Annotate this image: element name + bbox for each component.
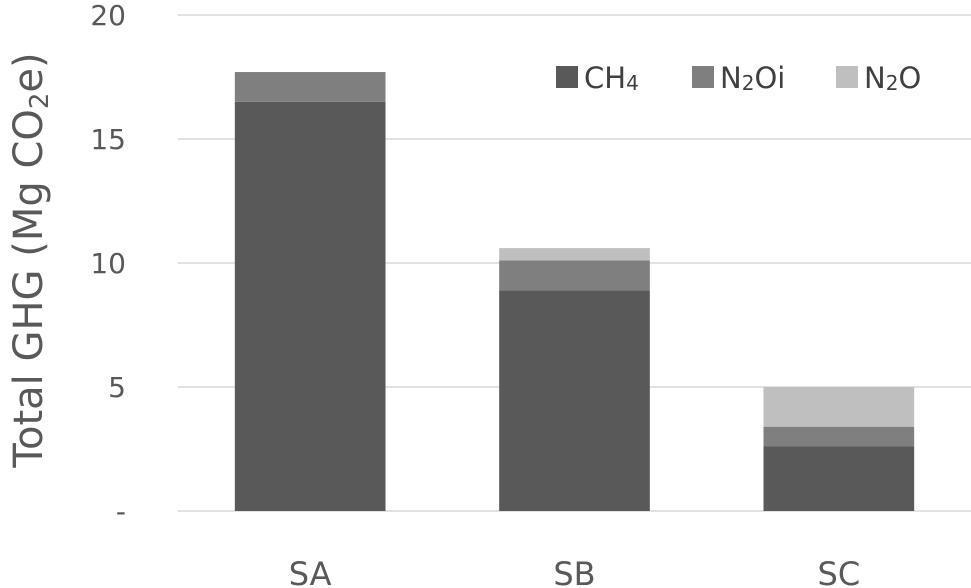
x-category-label: SB [553, 555, 595, 588]
x-category-label: SC [818, 555, 861, 588]
y-tick-label: 20 [90, 0, 126, 32]
y-tick-label: 10 [90, 247, 126, 280]
y-axis-label: Total GHG (Mg CO2e) [6, 52, 55, 468]
bar-segment-ch4 [234, 101, 386, 512]
bar-segment-n2o [763, 387, 915, 427]
bar-segment-ch4 [763, 446, 915, 511]
legend: CH4 N2Oi N2O [556, 61, 921, 95]
legend-swatch [836, 66, 858, 88]
y-axis-label-subscript: 2 [25, 93, 55, 110]
x-category-label: SA [289, 555, 332, 588]
y-axis-ticks: - 5 10 15 20 [90, 0, 126, 528]
legend-entry-label: N2Oi [720, 61, 785, 95]
x-axis-categories: SA SB SC [289, 555, 860, 588]
bar-segment-n2o [499, 248, 650, 261]
y-tick-label: - [116, 495, 126, 528]
y-tick-label: 5 [108, 371, 126, 404]
bar-segment-n2oi [499, 260, 650, 291]
legend-swatch [556, 66, 578, 88]
y-axis-label-tail: e) [6, 52, 52, 92]
y-tick-label: 15 [90, 123, 126, 156]
legend-entry-label: CH4 [584, 61, 639, 95]
bars [234, 72, 915, 512]
y-axis-label-main: Total GHG (Mg CO [6, 109, 52, 469]
legend-entry-label: N2O [864, 61, 921, 95]
legend-swatch [692, 66, 714, 88]
bar-segment-n2oi [234, 72, 386, 102]
bar-segment-n2oi [763, 426, 915, 447]
bar-segment-ch4 [499, 290, 650, 511]
